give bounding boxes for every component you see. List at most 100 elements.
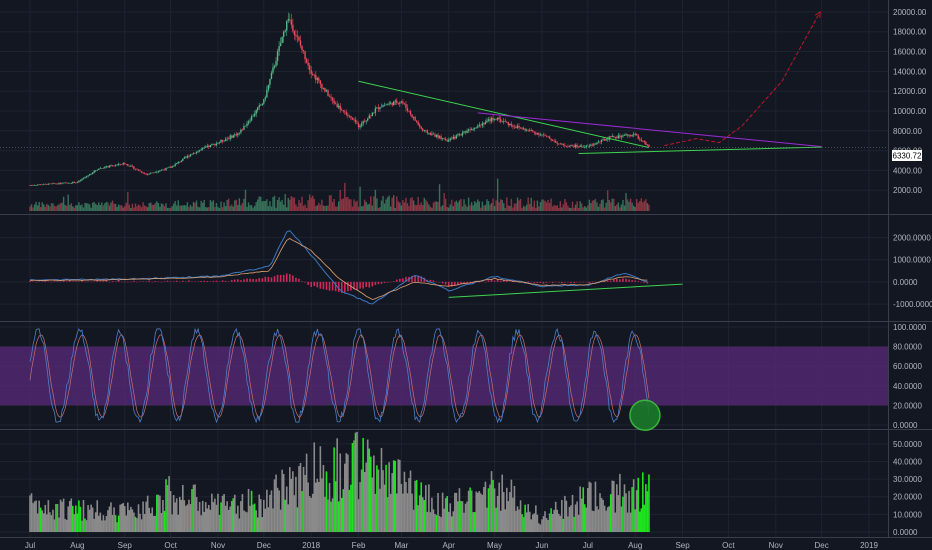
volume-bar [128, 204, 131, 211]
macd-axis[interactable]: 2000.0000 1000.0000 0.0000 -1000.0000 [893, 233, 932, 309]
macd-histogram-bar [362, 281, 364, 289]
bottom-indicator-bar [579, 486, 581, 532]
volume-bar [636, 198, 638, 211]
projection-path[interactable] [664, 10, 821, 147]
volume-bar [606, 190, 609, 211]
candle-body [535, 132, 537, 135]
candle-body [334, 103, 337, 105]
volume-bar [313, 198, 315, 211]
candle-body [379, 107, 381, 110]
macd-histogram-bar [215, 280, 218, 282]
candle-body [255, 110, 257, 114]
candle-body [588, 145, 591, 147]
stochastic-tick-label: 20.0000 [893, 401, 922, 410]
macd-histogram-bar [472, 281, 474, 284]
macd-histogram-bar [625, 278, 627, 282]
volume-bar [304, 204, 306, 211]
volume-bar [565, 202, 568, 211]
volume-bar [541, 199, 543, 211]
time-axis[interactable]: Jul Aug Sep Oct Nov Dec 2018 Feb Mar Apr May Jun Jul… [25, 541, 879, 550]
candle-body [548, 136, 551, 139]
candle-body [32, 185, 34, 186]
candle-body [409, 111, 412, 115]
macd-histogram-bar [582, 281, 585, 283]
bottom-indicator-bar [619, 473, 621, 532]
price-trendlines[interactable] [0, 80, 888, 155]
bottom-indicator-bar [32, 503, 34, 532]
volume-bar [455, 200, 458, 211]
macd-histogram-bar [585, 281, 588, 283]
bottom-indicator-bar [56, 503, 59, 532]
bottom-indicator-bar [314, 482, 317, 532]
bottom-indicator-bar [628, 490, 630, 532]
volume-bar [377, 207, 380, 211]
bottom-indicator-bar [194, 484, 196, 532]
volume-bar [139, 205, 141, 211]
volume-bar [316, 205, 319, 211]
price-tick-label: 12000.00 [893, 87, 927, 96]
macd-pane[interactable]: 2000.0000 1000.0000 0.0000 -1000.0000 [29, 230, 932, 309]
stochastic-axis[interactable]: 100.0000 80.0000 60.0000 40.0000 20.0000 0.00… [893, 323, 927, 430]
bottom-indicator-bar [191, 489, 193, 532]
volume-bar [46, 203, 48, 211]
candle-body [629, 135, 632, 137]
volume-bar [492, 198, 494, 211]
bottom-indicator-axis[interactable]: 50.0000 40.0000 30.0000 20.0000 10.0000 0.000… [893, 440, 922, 537]
macd-histogram-bar [512, 280, 514, 282]
volume-bar [382, 196, 384, 211]
volume-bar [61, 202, 63, 211]
volume-bar [252, 207, 254, 211]
bottom-indicator-bar [305, 453, 308, 532]
time-axis-label: Sep [675, 541, 690, 550]
volume-bar [564, 198, 566, 211]
bottom-indicator-bar [521, 514, 523, 532]
volume-bar [486, 199, 488, 211]
volume-bar [400, 205, 403, 211]
stochastic-pane[interactable]: 100.0000 80.0000 60.0000 40.0000 20.0000 0.00… [0, 323, 927, 431]
volume-bar [558, 207, 560, 211]
bottom-indicator-bar [426, 511, 429, 532]
candle-body [376, 107, 378, 109]
candle-body [480, 124, 482, 126]
bottom-indicator-bar [214, 498, 216, 532]
candle-body [38, 184, 40, 186]
candle-body [165, 167, 167, 170]
candle-body [631, 135, 633, 137]
macd-trendline[interactable] [448, 283, 683, 298]
macd-histogram-bar [285, 273, 288, 282]
volume-bar [208, 207, 210, 211]
volume-bar [503, 203, 505, 211]
bottom-tick-label: 0.0000 [893, 528, 918, 537]
candle-body [571, 145, 574, 146]
macd-histogram-bar [374, 281, 377, 285]
bottom-indicator-bar [481, 494, 484, 532]
candle-body [422, 128, 424, 131]
bottom-indicator-bar [140, 519, 143, 532]
candle-body [616, 136, 618, 138]
price-pane[interactable]: 20000.00 18000.00 16000.00 14000.00 12000.00… [0, 8, 927, 211]
candle-body [385, 104, 387, 106]
macd-histogram-bar [450, 281, 453, 287]
bottom-indicator-bar [406, 493, 409, 532]
candle-body [455, 135, 458, 139]
candle-body [599, 141, 601, 143]
candle-body [382, 105, 384, 107]
candle-body [610, 136, 612, 138]
bottom-indicator-pane[interactable]: 50.0000 40.0000 30.0000 20.0000 10.0000 0.000… [29, 431, 922, 537]
candle-body [562, 143, 565, 146]
candle-body [65, 182, 68, 184]
candle-body [449, 138, 451, 140]
bottom-indicator-bar [311, 493, 314, 532]
stochastic-highlight-circle[interactable] [629, 399, 661, 431]
macd-histogram-bar [142, 281, 144, 282]
bottom-indicator-bar [114, 515, 117, 532]
bottom-indicator-bar [376, 465, 378, 532]
volume-bar [338, 201, 340, 211]
candle-body [231, 135, 233, 138]
volume-bar [250, 205, 253, 211]
candle-body [402, 101, 404, 104]
macd-histogram-bar [99, 281, 102, 282]
volume-bar [266, 199, 268, 211]
bottom-indicator-bar [415, 480, 418, 532]
